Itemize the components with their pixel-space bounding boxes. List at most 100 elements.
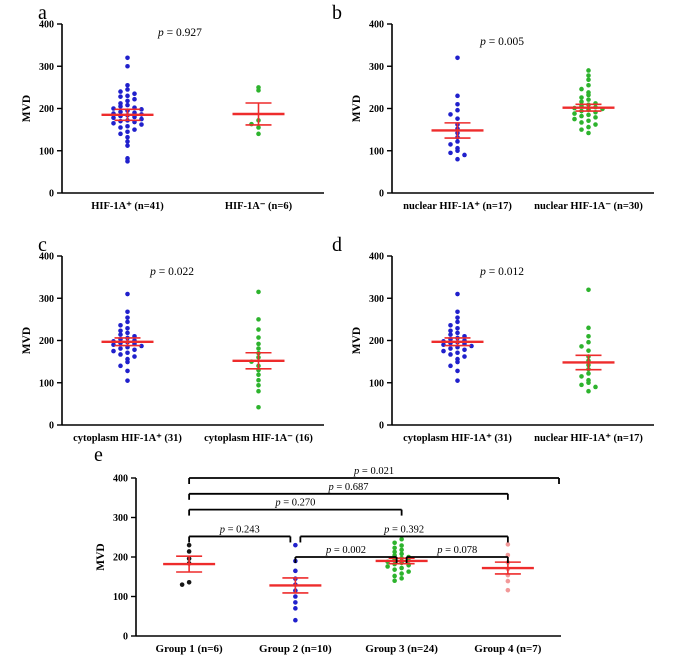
data-point bbox=[111, 348, 116, 354]
data-point bbox=[256, 125, 261, 130]
data-point bbox=[399, 547, 404, 553]
y-tick-label: 200 bbox=[39, 336, 54, 347]
y-tick-label: 0 bbox=[379, 189, 384, 200]
data-point bbox=[455, 315, 460, 320]
data-point bbox=[118, 125, 123, 130]
data-point bbox=[455, 101, 460, 107]
data-point bbox=[186, 549, 192, 554]
data-point bbox=[256, 382, 261, 388]
data-point bbox=[125, 55, 130, 61]
data-point bbox=[132, 91, 137, 97]
panel-c-letter: c bbox=[38, 234, 47, 256]
data-point bbox=[455, 319, 460, 325]
y-tick-label: 200 bbox=[369, 104, 384, 115]
data-point bbox=[448, 363, 453, 369]
p-value-label: p = 0.022 bbox=[149, 266, 194, 278]
data-point bbox=[455, 309, 460, 315]
data-point bbox=[111, 115, 116, 121]
data-point bbox=[455, 325, 460, 331]
data-point bbox=[505, 578, 511, 584]
data-point bbox=[586, 82, 591, 88]
data-point bbox=[586, 325, 591, 331]
data-point bbox=[125, 143, 130, 148]
x-group-label: nuclear HIF-1A⁺ (n=17) bbox=[534, 433, 643, 444]
x-group-label: HIF-1A⁻ (n=6) bbox=[225, 201, 293, 212]
data-point bbox=[256, 289, 261, 295]
y-tick-label: 200 bbox=[369, 336, 384, 347]
data-point bbox=[448, 112, 453, 117]
data-point bbox=[448, 332, 453, 337]
data-point bbox=[139, 122, 144, 127]
p-value-label: p = 0.078 bbox=[436, 545, 477, 556]
data-point bbox=[293, 542, 298, 548]
data-point bbox=[586, 333, 591, 339]
y-tick-label: 300 bbox=[369, 62, 384, 73]
data-point bbox=[455, 93, 460, 99]
data-point bbox=[579, 86, 584, 92]
data-point bbox=[455, 359, 460, 365]
data-point bbox=[125, 82, 130, 88]
data-point bbox=[293, 594, 298, 599]
data-point bbox=[455, 330, 460, 336]
x-group-label: Group 4 (n=7) bbox=[474, 643, 542, 655]
data-point bbox=[455, 107, 460, 113]
data-point bbox=[448, 322, 453, 328]
data-point bbox=[179, 582, 185, 587]
p-value-label: p = 0.392 bbox=[383, 524, 424, 535]
data-point bbox=[448, 328, 453, 334]
data-point bbox=[448, 150, 453, 156]
data-point bbox=[125, 159, 130, 164]
y-tick-label: 300 bbox=[369, 294, 384, 305]
data-point bbox=[125, 93, 130, 99]
y-tick-label: 0 bbox=[49, 421, 54, 432]
data-point bbox=[586, 92, 591, 98]
data-point bbox=[593, 122, 598, 127]
data-point bbox=[399, 571, 404, 576]
data-point bbox=[579, 113, 584, 119]
data-point bbox=[125, 291, 130, 297]
y-tick-label: 100 bbox=[39, 378, 54, 389]
panel-d-chart: 0 100 200 300 400 MVD cytoplasm HIF-1A⁺ (31) nu… bbox=[351, 252, 654, 444]
data-point bbox=[586, 118, 591, 124]
panel-c-chart: 0 100 200 300 400 MVD cytoplasm HIF-1A⁺ (31) cy… bbox=[21, 252, 324, 444]
data-point bbox=[579, 95, 584, 100]
x-group-label: Group 3 (n=24) bbox=[365, 643, 438, 655]
data-point bbox=[586, 73, 591, 78]
data-point bbox=[455, 55, 460, 61]
data-point bbox=[125, 129, 130, 135]
data-point bbox=[579, 374, 584, 379]
y-axis-title: MVD bbox=[21, 95, 33, 122]
data-point bbox=[392, 549, 397, 555]
data-point bbox=[505, 587, 511, 593]
data-point bbox=[118, 332, 123, 337]
data-point bbox=[586, 77, 591, 83]
data-point bbox=[392, 573, 397, 579]
p-value-label: p = 0.021 bbox=[353, 466, 394, 477]
panel-b-chart: 0 100 200 300 400 MVD nuclear HIF-1A⁺ (n=17) nu… bbox=[351, 20, 654, 212]
data-point bbox=[462, 354, 467, 359]
data-point bbox=[462, 347, 467, 353]
data-point bbox=[586, 339, 591, 345]
data-point bbox=[579, 120, 584, 125]
data-point bbox=[125, 309, 130, 315]
p-value-label: p = 0.687 bbox=[327, 482, 368, 493]
data-point bbox=[586, 388, 591, 394]
y-tick-label: 200 bbox=[113, 553, 128, 564]
p-value-label: p = 0.243 bbox=[219, 524, 260, 535]
panel-d-letter: d bbox=[332, 234, 342, 256]
data-point bbox=[256, 388, 261, 394]
data-point bbox=[392, 567, 397, 572]
data-point bbox=[448, 142, 453, 147]
data-point bbox=[399, 576, 404, 581]
y-tick-label: 400 bbox=[39, 20, 54, 31]
data-point bbox=[392, 545, 397, 551]
data-point bbox=[448, 346, 453, 351]
data-point bbox=[406, 569, 411, 574]
data-point bbox=[441, 348, 446, 354]
x-group-label: cytoplasm HIF-1A⁻ (16) bbox=[204, 433, 313, 444]
data-point bbox=[125, 315, 130, 320]
data-point bbox=[399, 536, 404, 542]
data-point bbox=[455, 291, 460, 297]
data-point bbox=[455, 139, 460, 144]
data-point bbox=[586, 371, 591, 376]
